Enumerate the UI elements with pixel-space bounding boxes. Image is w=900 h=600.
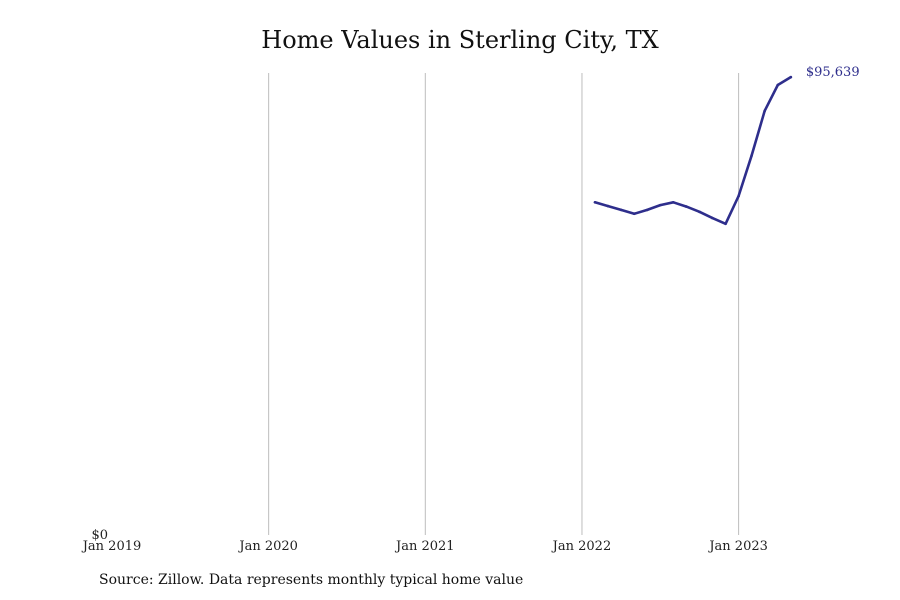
chart-title: Home Values in Sterling City, TX [261,26,659,54]
data-point [619,208,623,212]
data-point [711,216,714,220]
data-point [658,203,662,207]
x-tick-label: Jan 2019 [81,539,142,554]
y-tick-label: $0 [91,528,108,543]
data-point [645,208,649,212]
tick-labels: Jan 2019 Jan 2020 Jan 2021 Jan 2022 Jan 2023… [81,528,768,554]
end-value-label: $95,639 [806,65,860,80]
data-point [776,83,780,87]
series-layer: $95,639 [593,65,860,226]
data-point [606,204,610,208]
data-point [632,212,636,216]
data-point [763,109,767,113]
data-point [737,194,740,198]
x-tick-label: Jan 2023 [707,539,768,554]
data-point [672,200,675,204]
source-note: Source: Zillow. Data represents monthly … [99,572,524,588]
data-point [750,154,753,157]
x-tick-label: Jan 2022 [551,539,612,554]
x-tick-label: Jan 2021 [394,539,455,554]
data-point [789,75,793,79]
data-point [698,210,701,214]
data-point [593,200,597,204]
data-point [724,222,727,226]
data-point [685,205,688,208]
series-line [593,75,793,226]
gridlines [268,73,740,535]
x-tick-label: Jan 2020 [237,539,298,554]
